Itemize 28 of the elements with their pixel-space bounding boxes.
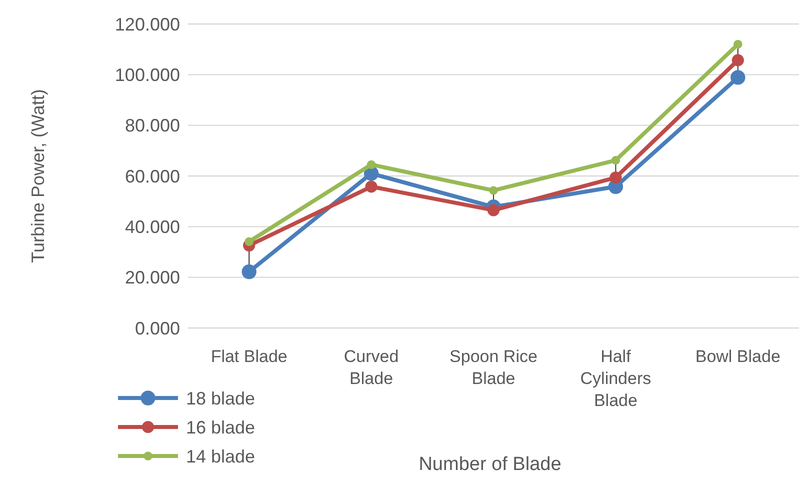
- point: [610, 171, 622, 184]
- y-tick-label: 120.000: [114, 14, 180, 34]
- point: [734, 40, 742, 49]
- y-tick-label: 40.000: [124, 216, 180, 237]
- y-tick-label: 20.000: [124, 268, 180, 288]
- legend-label: 14 blade: [186, 446, 256, 466]
- point: [487, 204, 500, 216]
- point: [242, 264, 256, 280]
- x-tick-label: Half Cylinders Blade: [580, 347, 652, 410]
- point: [365, 180, 378, 193]
- point: [732, 54, 744, 66]
- y-tick-label: 100.000: [114, 64, 180, 85]
- x-tick-label: Spoon Rice Blade: [450, 347, 538, 388]
- x-tick-label: Bowl Blade: [695, 347, 780, 366]
- y-tick-label: 80.000: [124, 116, 180, 136]
- legend-label: 18 blade: [186, 388, 256, 408]
- x-tick-label: Curved Blade: [344, 347, 399, 388]
- legend-label: 16 blade: [186, 417, 256, 438]
- x-axis-title: Number of Blade: [418, 454, 562, 475]
- y-tick-label: 0.000: [134, 318, 180, 338]
- point: [244, 237, 254, 246]
- point: [489, 186, 498, 195]
- y-axis-title: Turbine Power, (Watt): [28, 89, 48, 263]
- point: [366, 160, 376, 169]
- y-tick-label: 60.000: [124, 166, 180, 186]
- point: [611, 156, 620, 165]
- x-tick-label: Flat Blade: [210, 347, 288, 366]
- point: [730, 70, 746, 85]
